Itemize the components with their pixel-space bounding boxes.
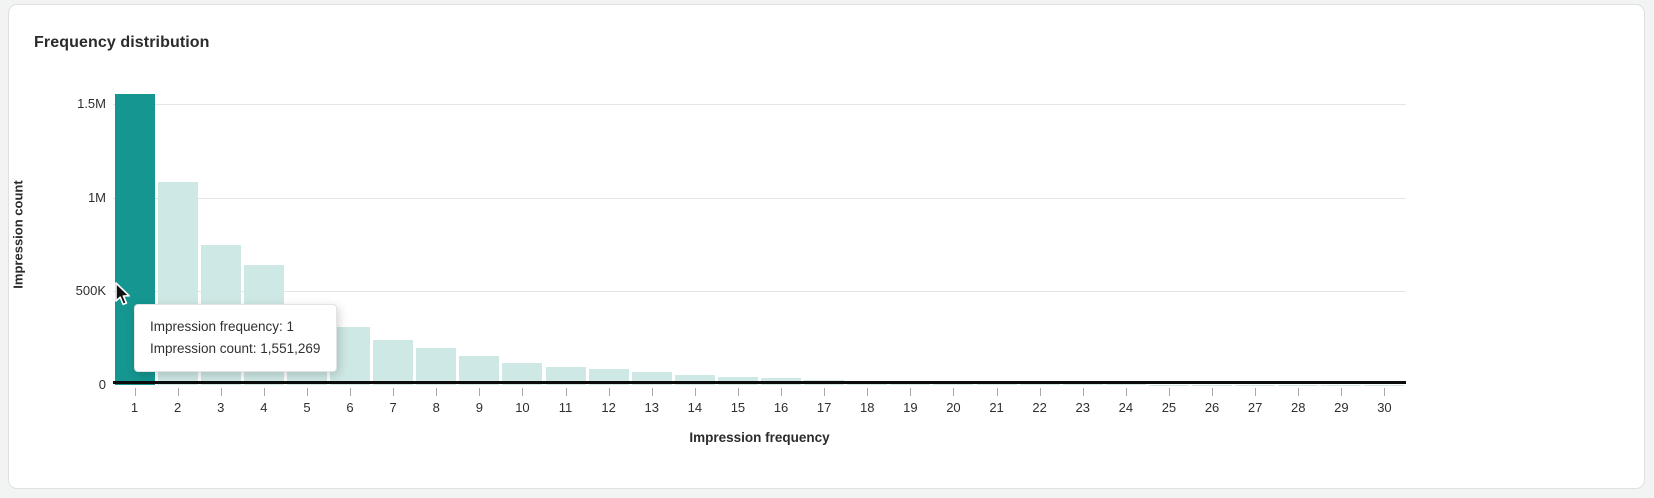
x-tick-label: 27 bbox=[1247, 400, 1263, 415]
x-tick-label: 6 bbox=[346, 400, 354, 415]
x-tick-mark bbox=[220, 388, 222, 396]
x-axis-line bbox=[113, 381, 1406, 384]
x-tick-label: 23 bbox=[1075, 400, 1090, 415]
bar-frequency-21[interactable] bbox=[976, 383, 1017, 385]
x-tick-mark bbox=[479, 388, 481, 396]
x-axis-title: Impression frequency bbox=[689, 430, 830, 445]
x-tick-label: 13 bbox=[644, 400, 659, 415]
x-tick-mark bbox=[651, 388, 653, 396]
x-tick-mark bbox=[522, 388, 524, 396]
x-tick-mark bbox=[1255, 388, 1257, 396]
tooltip-impression-count: Impression count: 1,551,269 bbox=[150, 341, 321, 356]
x-tick-mark bbox=[1298, 388, 1300, 396]
bar-frequency-7[interactable] bbox=[373, 340, 414, 385]
x-tick-label: 3 bbox=[217, 400, 225, 415]
frequency-distribution-card: Frequency distribution Impression count … bbox=[8, 4, 1645, 489]
bar-frequency-12[interactable] bbox=[588, 368, 629, 385]
x-tick-mark bbox=[350, 388, 352, 396]
bar-frequency-10[interactable] bbox=[502, 362, 543, 385]
x-tick-mark bbox=[263, 388, 265, 396]
x-tick-mark bbox=[436, 388, 438, 396]
x-tick-label: 19 bbox=[903, 400, 918, 415]
x-tick-mark bbox=[134, 388, 136, 396]
x-tick-mark bbox=[608, 388, 610, 396]
gridline bbox=[113, 291, 1406, 293]
x-tick-mark bbox=[1341, 388, 1343, 396]
x-tick-label: 11 bbox=[558, 400, 573, 415]
x-tick-label: 17 bbox=[816, 400, 832, 415]
mouse-cursor-icon bbox=[115, 282, 130, 306]
y-tick-label: 1M bbox=[87, 189, 106, 205]
x-tick-label: 4 bbox=[260, 400, 268, 415]
x-tick-label: 12 bbox=[601, 400, 616, 415]
x-tick-mark bbox=[781, 388, 783, 396]
bar-frequency-24[interactable] bbox=[1105, 384, 1146, 385]
x-tick-mark bbox=[824, 388, 826, 396]
x-tick-label: 2 bbox=[174, 400, 182, 415]
x-tick-label: 28 bbox=[1291, 400, 1306, 415]
x-tick-label: 10 bbox=[515, 400, 530, 415]
x-tick-label: 18 bbox=[860, 400, 875, 415]
x-tick-mark bbox=[565, 388, 567, 396]
chart-title: Frequency distribution bbox=[34, 34, 210, 51]
x-tick-label: 20 bbox=[946, 400, 961, 415]
y-tick-label: 0 bbox=[98, 377, 106, 392]
x-tick-label: 14 bbox=[687, 400, 703, 415]
x-tick-label: 9 bbox=[475, 400, 483, 415]
x-tick-label: 15 bbox=[730, 400, 746, 415]
gridline bbox=[113, 103, 1406, 105]
x-tick-mark bbox=[1212, 388, 1214, 396]
x-tick-label: 24 bbox=[1118, 400, 1134, 415]
x-tick-label: 5 bbox=[303, 400, 311, 415]
bar-frequency-11[interactable] bbox=[545, 367, 586, 385]
x-tick-label: 26 bbox=[1204, 400, 1220, 415]
gridline bbox=[113, 197, 1406, 199]
bar-frequency-20[interactable] bbox=[933, 383, 974, 385]
x-tick-mark bbox=[1082, 388, 1084, 396]
x-tick-label: 8 bbox=[432, 400, 440, 415]
x-tick-mark bbox=[1125, 388, 1127, 396]
bar-frequency-8[interactable] bbox=[416, 347, 457, 385]
x-tick-mark bbox=[177, 388, 179, 396]
x-tick-mark bbox=[306, 388, 308, 396]
y-tick-label: 1.5M bbox=[77, 95, 106, 111]
y-tick-label: 500K bbox=[75, 283, 106, 299]
x-tick-mark bbox=[694, 388, 696, 396]
x-tick-mark bbox=[1168, 388, 1170, 396]
x-tick-label: 22 bbox=[1032, 400, 1047, 415]
x-tick-label: 29 bbox=[1334, 400, 1349, 415]
x-tick-label: 7 bbox=[389, 400, 397, 415]
chart-tooltip: Impression frequency: 1 Impression count… bbox=[134, 304, 338, 372]
y-axis-title: Impression count bbox=[10, 180, 26, 289]
x-tick-mark bbox=[737, 388, 739, 396]
x-tick-label: 16 bbox=[773, 400, 789, 415]
x-tick-label: 1 bbox=[130, 400, 139, 415]
bar-frequency-14[interactable] bbox=[674, 375, 715, 385]
x-tick-mark bbox=[393, 388, 395, 396]
bar-frequency-23[interactable] bbox=[1062, 384, 1103, 385]
x-tick-mark bbox=[996, 388, 998, 396]
x-tick-mark bbox=[867, 388, 869, 396]
x-tick-mark bbox=[1039, 388, 1041, 396]
x-tick-label: 21 bbox=[989, 400, 1004, 415]
x-tick-mark bbox=[910, 388, 912, 396]
x-tick-label: 30 bbox=[1377, 400, 1392, 415]
bar-frequency-22[interactable] bbox=[1019, 384, 1060, 385]
x-tick-mark bbox=[1384, 388, 1386, 396]
x-tick-mark bbox=[953, 388, 955, 396]
bar-frequency-9[interactable] bbox=[459, 356, 500, 385]
x-tick-label: 25 bbox=[1161, 400, 1177, 415]
tooltip-impression-frequency: Impression frequency: 1 bbox=[150, 319, 295, 334]
